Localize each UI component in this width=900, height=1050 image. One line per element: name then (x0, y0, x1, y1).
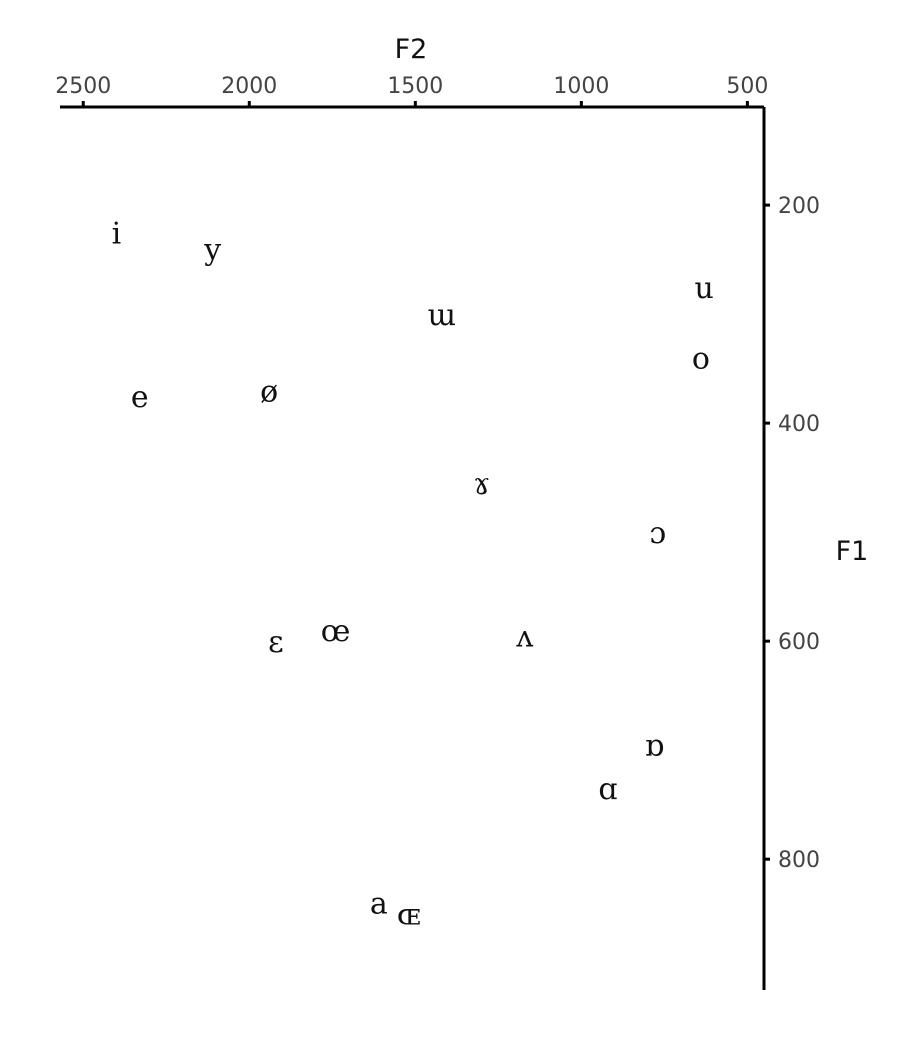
vowel-point: y (203, 233, 221, 268)
y-axis-title: F1 (836, 536, 869, 567)
y-axis-ticks: 200 400 600 800 (764, 194, 820, 873)
x-axis-title: F2 (395, 34, 428, 65)
vowel-point: o (692, 342, 710, 377)
y-tick-label: 200 (778, 194, 820, 219)
vowel-points: i y u ɯ o ø e ɤ ɔ œ ʌ ɛ ɒɑ a ɶ (112, 216, 714, 932)
vowel-point: œ (321, 614, 351, 649)
vowel-point: i (112, 216, 122, 251)
vowel-point: ɶ (397, 898, 421, 933)
y-tick-label: 400 (778, 412, 820, 437)
x-tick-label: 2500 (55, 74, 111, 99)
vowel-point: a (370, 887, 388, 922)
vowel-point: u (695, 271, 714, 306)
vowel-point: ø (260, 374, 278, 409)
x-tick-label: 1500 (387, 74, 443, 99)
x-axis-ticks: 2500 2000 1500 1000 500 (55, 74, 768, 107)
vowel-point: e (131, 380, 149, 415)
vowel-point: ʌ (515, 620, 533, 655)
y-tick-label: 800 (778, 848, 820, 873)
vowel-point: ɤ (473, 467, 490, 502)
vowel-point: ɑ (598, 772, 617, 807)
vowel-point: ɛ (268, 625, 284, 660)
x-tick-label: 1000 (553, 74, 609, 99)
x-tick-label: 500 (726, 74, 768, 99)
vowel-point: ɔ (649, 516, 666, 551)
y-tick-label: 600 (778, 630, 820, 655)
vowel-point: ɯ (428, 298, 456, 333)
vowel-point: ɒ (645, 729, 664, 764)
x-tick-label: 2000 (221, 74, 277, 99)
